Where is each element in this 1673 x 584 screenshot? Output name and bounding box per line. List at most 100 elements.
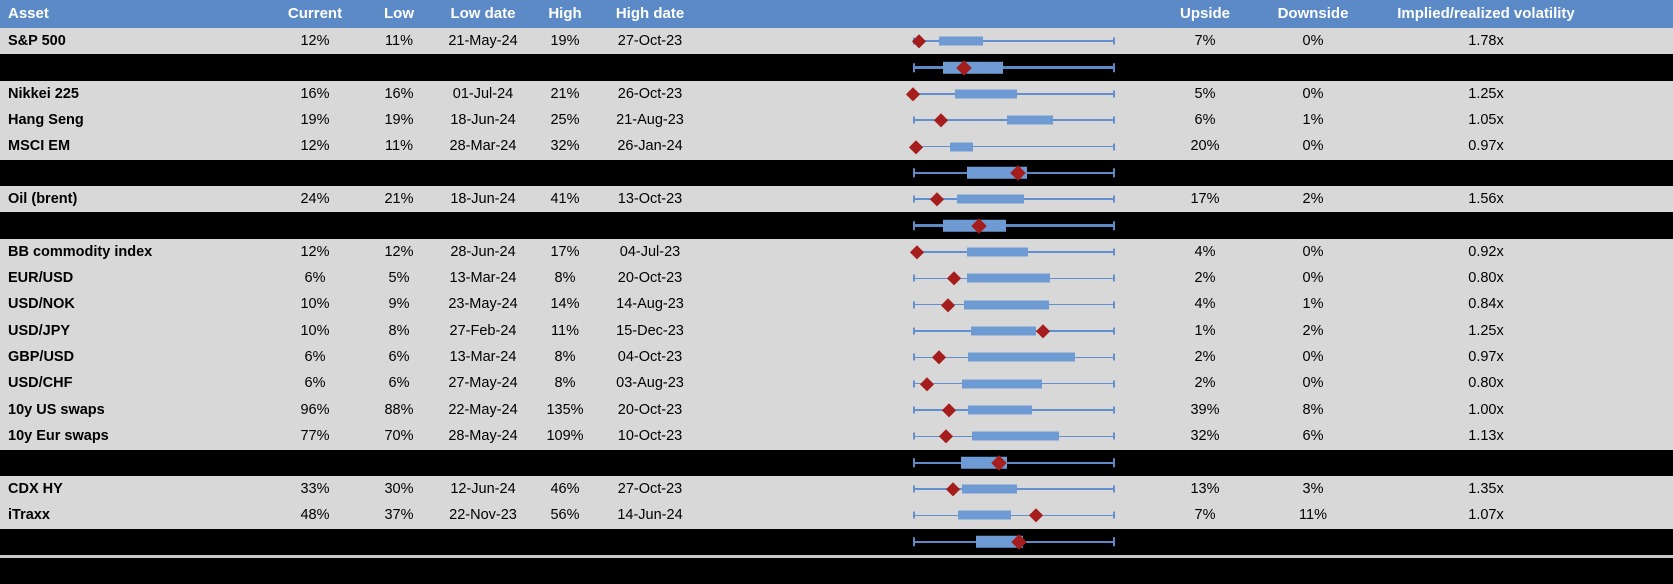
upside-cell[interactable]: 2% [1194, 349, 1216, 366]
current-cell[interactable]: 6% [304, 375, 326, 392]
low-date-cell[interactable]: 28-Mar-24 [449, 138, 517, 155]
high-date-cell[interactable]: 20-Oct-23 [617, 270, 683, 287]
asset-cell[interactable]: BB commodity index [8, 243, 153, 260]
high-date-cell[interactable]: 21-Aug-23 [616, 112, 684, 129]
asset-cell[interactable]: 10y Eur swaps [8, 428, 109, 445]
low-cell[interactable]: 30% [384, 480, 414, 497]
vol-ratio-cell[interactable]: 1.25x [1468, 322, 1504, 339]
low-date-cell[interactable]: 01-Jul-24 [452, 85, 514, 102]
vol-ratio-cell[interactable]: 0.80x [1468, 270, 1504, 287]
high-date-cell[interactable]: 04-Oct-23 [617, 349, 683, 366]
current-cell[interactable]: 33% [300, 480, 330, 497]
asset-cell[interactable]: iTraxx [8, 507, 50, 524]
downside-cell[interactable]: 6% [1302, 428, 1324, 445]
high-date-cell[interactable]: 26-Jan-24 [617, 138, 683, 155]
low-cell[interactable]: 16% [384, 85, 414, 102]
current-cell[interactable]: 6% [304, 349, 326, 366]
low-cell[interactable]: 11% [385, 138, 413, 155]
current-cell[interactable]: 19% [300, 112, 330, 129]
upside-cell[interactable]: 13% [1190, 480, 1220, 497]
vol-ratio-cell[interactable]: 0.80x [1468, 375, 1504, 392]
asset-cell[interactable]: S&P 500 [8, 33, 66, 49]
vol-ratio-cell[interactable]: 0.92x [1468, 243, 1504, 260]
high-cell[interactable]: 8% [554, 349, 576, 366]
high-cell[interactable]: 8% [554, 375, 576, 392]
downside-cell[interactable]: 0% [1302, 270, 1324, 287]
upside-cell[interactable]: 17% [1190, 191, 1220, 208]
high-date-cell[interactable]: 27-Oct-23 [617, 480, 683, 497]
vol-ratio-cell[interactable]: 1.25x [1468, 85, 1504, 102]
downside-cell[interactable]: 2% [1302, 191, 1324, 208]
asset-cell[interactable]: EUR/USD [8, 270, 74, 287]
current-cell[interactable]: 12% [300, 138, 330, 155]
low-date-cell[interactable]: 13-Mar-24 [449, 270, 517, 287]
low-date-cell[interactable]: 18-Jun-24 [450, 191, 516, 208]
high-date-cell[interactable]: 14-Aug-23 [616, 296, 684, 313]
upside-cell[interactable]: 2% [1194, 375, 1216, 392]
downside-cell[interactable]: 0% [1302, 33, 1324, 49]
high-cell[interactable]: 14% [550, 296, 580, 313]
asset-cell[interactable]: GBP/USD [8, 349, 75, 366]
high-cell[interactable]: 41% [550, 191, 580, 208]
high-cell[interactable]: 56% [550, 507, 580, 524]
low-date-cell[interactable]: 22-Nov-23 [449, 507, 517, 524]
high-date-cell[interactable]: 26-Oct-23 [617, 85, 683, 102]
low-cell[interactable]: 70% [384, 428, 414, 445]
downside-cell[interactable]: 1% [1302, 112, 1324, 129]
vol-ratio-cell[interactable]: 1.13x [1468, 428, 1504, 445]
vol-ratio-cell[interactable]: 1.56x [1468, 191, 1504, 208]
vol-ratio-cell[interactable]: 0.97x [1468, 138, 1504, 155]
low-date-cell[interactable]: 23-May-24 [448, 296, 518, 313]
current-cell[interactable]: 10% [300, 322, 330, 339]
high-cell[interactable]: 135% [546, 401, 584, 418]
upside-cell[interactable]: 4% [1194, 243, 1216, 260]
asset-cell[interactable]: CDX HY [8, 480, 63, 497]
vol-ratio-cell[interactable]: 1.05x [1468, 112, 1504, 129]
high-cell[interactable]: 19% [550, 33, 580, 49]
low-cell[interactable]: 21% [384, 191, 414, 208]
current-cell[interactable]: 24% [300, 191, 330, 208]
high-cell[interactable]: 109% [546, 428, 584, 445]
col-header-low[interactable]: Low [384, 5, 414, 22]
current-cell[interactable]: 6% [304, 270, 326, 287]
col-header-low-date[interactable]: Low date [450, 5, 516, 22]
high-cell[interactable]: 25% [550, 112, 580, 129]
low-date-cell[interactable]: 12-Jun-24 [450, 480, 516, 497]
high-cell[interactable]: 11% [551, 322, 579, 339]
downside-cell[interactable]: 3% [1302, 480, 1324, 497]
low-date-cell[interactable]: 18-Jun-24 [450, 112, 516, 129]
low-cell[interactable]: 5% [388, 270, 410, 287]
high-date-cell[interactable]: 13-Oct-23 [617, 191, 683, 208]
upside-cell[interactable]: 7% [1194, 33, 1216, 49]
col-header-upside[interactable]: Upside [1179, 5, 1230, 22]
high-date-cell[interactable]: 27-Oct-23 [617, 33, 683, 49]
low-date-cell[interactable]: 21-May-24 [448, 33, 518, 49]
downside-cell[interactable]: 0% [1302, 349, 1324, 366]
low-cell[interactable]: 6% [388, 349, 410, 366]
low-cell[interactable]: 11% [385, 33, 413, 49]
vol-ratio-cell[interactable]: 0.97x [1468, 349, 1504, 366]
downside-cell[interactable]: 0% [1302, 138, 1324, 155]
upside-cell[interactable]: 2% [1194, 270, 1216, 287]
asset-cell[interactable]: Nikkei 225 [8, 85, 79, 102]
col-header-implied-realized-volatility[interactable]: Implied/realized volatility [1397, 5, 1575, 22]
asset-cell[interactable]: MSCI EM [8, 138, 71, 155]
col-header-downside[interactable]: Downside [1277, 5, 1349, 22]
low-date-cell[interactable]: 28-Jun-24 [450, 243, 516, 260]
low-date-cell[interactable]: 28-May-24 [448, 428, 518, 445]
high-cell[interactable]: 17% [550, 243, 580, 260]
low-cell[interactable]: 9% [388, 296, 410, 313]
vol-ratio-cell[interactable]: 0.84x [1468, 296, 1504, 313]
col-header-asset[interactable]: Asset [8, 5, 49, 22]
asset-cell[interactable]: USD/NOK [8, 296, 75, 313]
high-cell[interactable]: 46% [550, 480, 580, 497]
high-date-cell[interactable]: 20-Oct-23 [617, 401, 683, 418]
low-date-cell[interactable]: 13-Mar-24 [449, 349, 517, 366]
asset-cell[interactable]: USD/CHF [8, 375, 73, 392]
current-cell[interactable]: 96% [300, 401, 330, 418]
low-date-cell[interactable]: 27-Feb-24 [449, 322, 517, 339]
high-date-cell[interactable]: 10-Oct-23 [617, 428, 683, 445]
current-cell[interactable]: 48% [300, 507, 330, 524]
current-cell[interactable]: 10% [300, 296, 330, 313]
low-cell[interactable]: 37% [384, 507, 414, 524]
